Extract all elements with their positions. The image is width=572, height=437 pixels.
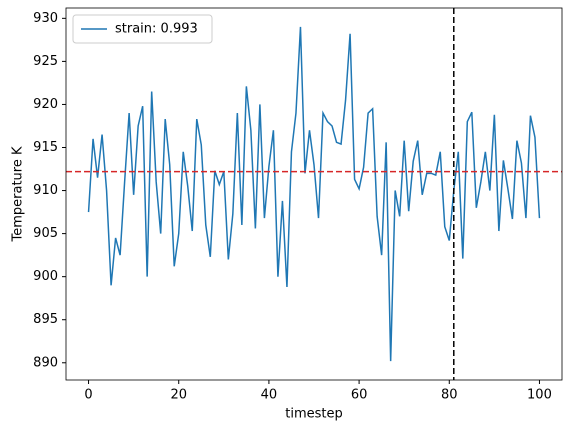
y-tick-label: 890 [33,355,58,370]
y-tick-label: 895 [33,312,58,327]
y-axis-label: Temperature K [11,146,26,242]
y-tick-label: 905 [33,226,58,241]
x-tick-label: 20 [170,388,187,403]
x-axis-label: timestep [285,407,343,422]
line-series [87,26,541,362]
x-tick-label: 80 [441,388,458,403]
x-tick-label: 40 [261,388,278,403]
y-tick-label: 920 [33,97,58,112]
y-tick-label: 900 [33,269,58,284]
x-tick-label: 100 [527,388,552,403]
y-tick-label: 930 [33,11,58,26]
plot-frame [65,7,563,381]
y-tick-label: 910 [33,183,58,198]
legend-box [72,14,213,44]
x-tick-label: 0 [84,388,92,403]
y-tick-label: 925 [33,54,58,69]
legend-label: strain: 0.993 [115,22,198,37]
y-tick-label: 915 [33,140,58,155]
x-tick-label: 60 [351,388,368,403]
